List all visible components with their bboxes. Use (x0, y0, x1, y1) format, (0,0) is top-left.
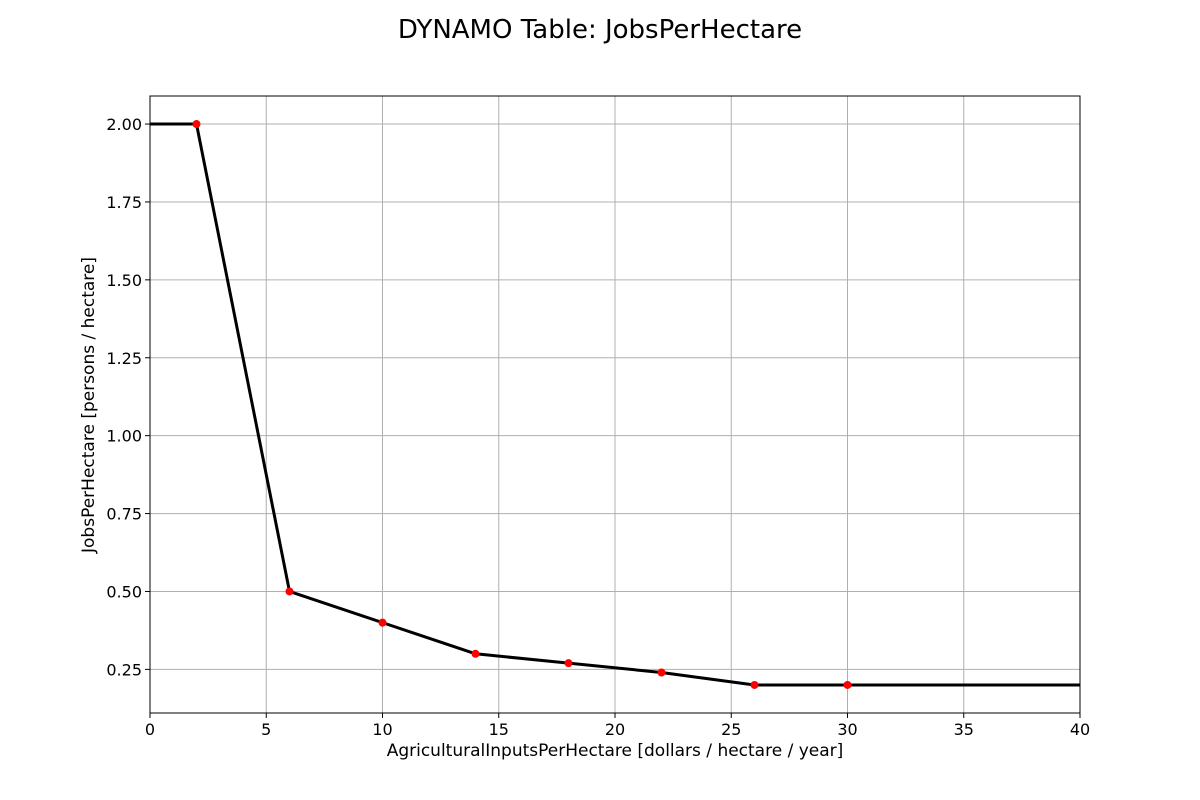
y-tick-label: 0.75 (106, 505, 142, 524)
y-tick-label: 2.00 (106, 115, 142, 134)
x-tick-label: 20 (605, 720, 625, 739)
x-tick-label: 10 (372, 720, 392, 739)
x-axis-label: AgriculturalInputsPerHectare [dollars / … (387, 741, 844, 761)
y-axis-label: JobsPerHectare [persons / hectare] (79, 257, 99, 554)
y-tick-label: 1.00 (106, 427, 142, 446)
y-axis: 0.25 0.50 0.75 1.00 1.25 1.50 1.75 2.00 (106, 115, 150, 679)
y-tick-label: 0.25 (106, 660, 142, 679)
grid (149, 96, 1081, 713)
x-tick-label: 25 (721, 720, 741, 739)
x-tick-label: 0 (145, 720, 155, 739)
x-tick-label: 5 (261, 720, 271, 739)
data-point (843, 680, 852, 689)
x-tick-label: 15 (489, 720, 509, 739)
series-layer (150, 120, 1080, 689)
y-tick-label: 1.25 (106, 349, 142, 368)
data-point (378, 618, 387, 627)
data-point (564, 659, 573, 668)
x-axis: 0 5 10 15 20 25 30 35 40 (145, 713, 1090, 739)
y-tick-label: 1.75 (106, 193, 142, 212)
y-tick-label: 1.50 (106, 271, 142, 290)
data-point (192, 120, 201, 129)
data-point (471, 649, 480, 658)
y-tick-label: 0.50 (106, 582, 142, 601)
data-point (657, 668, 666, 677)
x-tick-label: 30 (837, 720, 857, 739)
x-tick-label: 40 (1070, 720, 1090, 739)
data-point (285, 587, 294, 596)
chart-title: DYNAMO Table: JobsPerHectare (398, 15, 802, 45)
series-line (150, 122, 1080, 687)
x-tick-label: 35 (954, 720, 974, 739)
data-point (750, 680, 759, 689)
